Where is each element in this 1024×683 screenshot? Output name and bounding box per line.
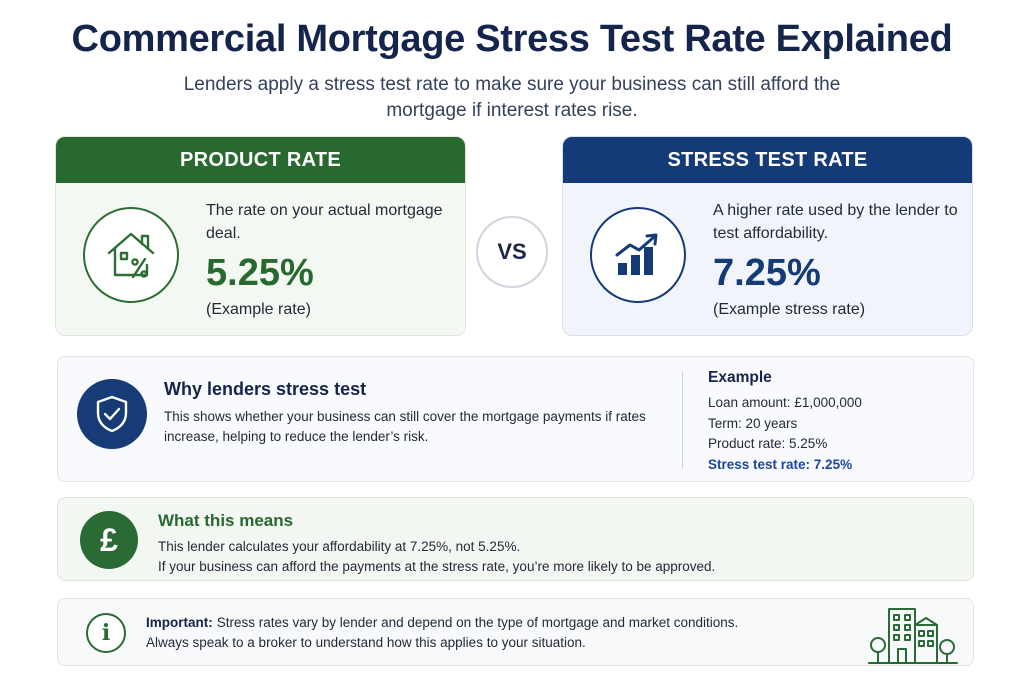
important-line-1: Important: Stress rates vary by lender an… xyxy=(146,613,738,633)
house-percent-icon xyxy=(83,207,179,303)
means-title: What this means xyxy=(158,511,294,530)
example-stress-rate: Stress test rate: 7.25% xyxy=(708,456,853,472)
stress-rate-card: STRESS TEST RATE A higher rate used by t… xyxy=(562,136,973,336)
city-buildings-icon xyxy=(867,601,959,670)
why-stress-test-panel: Why lenders stress test This shows wheth… xyxy=(57,356,974,482)
important-panel: i Important: Stress rates vary by lender … xyxy=(57,598,974,666)
example-block: Example Loan amount: £1,000,000 Term: 20… xyxy=(708,369,862,475)
why-body: This shows whether your business can sti… xyxy=(164,409,646,444)
means-line-2: If your business can afford the payments… xyxy=(158,559,716,574)
stress-rate-note: (Example stress rate) xyxy=(713,301,866,318)
example-term: Term: 20 years xyxy=(708,415,798,431)
product-rate-card: PRODUCT RATE The rate on your actual mor… xyxy=(55,136,466,336)
panel-divider xyxy=(682,371,683,469)
means-body: This lender calculates your affordabilit… xyxy=(158,537,715,577)
important-label: Important: xyxy=(146,615,213,630)
page-title: Commercial Mortgage Stress Test Rate Exp… xyxy=(71,18,953,60)
stress-rate-value: 7.25% xyxy=(713,252,821,294)
product-rate-value: 5.25% xyxy=(206,252,314,294)
page-subtitle: Lenders apply a stress test rate to make… xyxy=(183,74,841,121)
example-title: Example xyxy=(708,369,772,386)
rising-bar-chart-icon xyxy=(590,207,686,303)
product-rate-description: The rate on your actual mortgage deal. xyxy=(206,202,443,242)
vs-badge: VS xyxy=(476,216,548,288)
pound-icon: £ xyxy=(80,511,138,569)
info-icon: i xyxy=(86,613,126,653)
shield-check-icon xyxy=(77,379,147,449)
means-line-1: This lender calculates your affordabilit… xyxy=(158,539,521,554)
stress-rate-heading: STRESS TEST RATE xyxy=(563,137,972,183)
stress-rate-description: A higher rate used by the lender to test… xyxy=(713,202,958,242)
important-text: Important: Stress rates vary by lender an… xyxy=(146,613,738,653)
what-this-means-panel: £ What this means This lender calculates… xyxy=(57,497,974,581)
product-rate-note: (Example rate) xyxy=(206,301,311,318)
example-loan-amount: Loan amount: £1,000,000 xyxy=(708,395,862,410)
important-line-1-text: Stress rates vary by lender and depend o… xyxy=(216,615,739,630)
product-rate-heading: PRODUCT RATE xyxy=(56,137,465,183)
example-product-rate: Product rate: 5.25% xyxy=(708,436,828,451)
why-title: Why lenders stress test xyxy=(164,379,367,399)
important-line-2: Always speak to a broker to understand h… xyxy=(146,635,586,650)
